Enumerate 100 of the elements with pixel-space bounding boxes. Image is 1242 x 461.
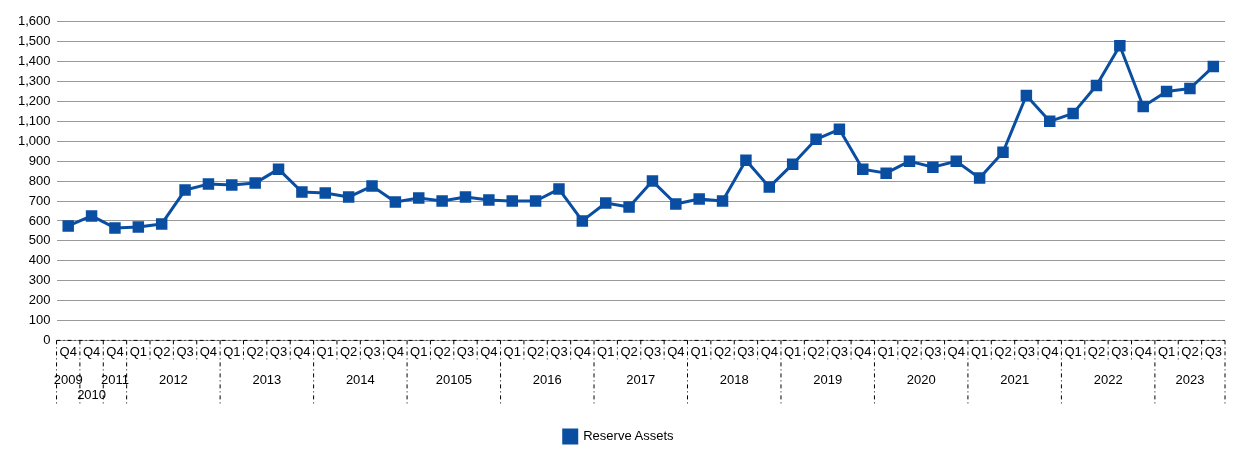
point bbox=[1090, 79, 1103, 92]
x-tick-label: Q1 bbox=[1064, 343, 1082, 359]
y-tick-label: 1,300 bbox=[17, 73, 51, 89]
x-tick-label: Q1 bbox=[129, 343, 147, 359]
x-tick-label: Q4 bbox=[667, 343, 685, 359]
point bbox=[319, 187, 332, 199]
x-tick-label: Q2 bbox=[153, 343, 171, 359]
y-tick-label: 1,400 bbox=[17, 53, 51, 69]
point bbox=[85, 210, 98, 222]
y-tick-label: 300 bbox=[28, 272, 51, 288]
y-tick-label: 100 bbox=[28, 312, 51, 328]
point bbox=[927, 161, 939, 173]
text: 2022 bbox=[1093, 371, 1123, 387]
text: 2023 bbox=[1175, 371, 1205, 387]
x-tick-label: Q3 bbox=[456, 343, 475, 359]
point bbox=[459, 191, 472, 203]
x-tick-label: Q4 bbox=[573, 343, 592, 359]
x-tick-label: Q4 bbox=[1041, 343, 1059, 359]
x-tick-label: Q1 bbox=[410, 343, 428, 359]
point bbox=[973, 172, 986, 184]
text: 20105 bbox=[435, 371, 472, 387]
text: 2019 bbox=[813, 371, 843, 387]
x-tick-label: Q2 bbox=[339, 343, 358, 359]
point bbox=[62, 220, 74, 232]
point bbox=[903, 155, 916, 167]
y-tick-label: 1,100 bbox=[17, 112, 51, 128]
point bbox=[1020, 89, 1033, 102]
text: 2009 bbox=[53, 371, 83, 387]
point bbox=[179, 184, 191, 196]
x-tick-label: Q1 bbox=[503, 343, 521, 359]
x-tick-label: Q1 bbox=[597, 343, 615, 359]
x-tick-label: Q2 bbox=[713, 343, 732, 359]
x-tick-label: Q3 bbox=[176, 343, 194, 359]
x-tick-label: Q3 bbox=[830, 343, 849, 359]
point bbox=[599, 197, 612, 209]
legend-label: Reserve Assets bbox=[583, 428, 675, 444]
point bbox=[693, 193, 705, 205]
y-tick-label: 200 bbox=[28, 292, 51, 308]
point bbox=[249, 177, 261, 189]
text: 2021 bbox=[1000, 371, 1030, 387]
x-tick-label: Q3 bbox=[643, 343, 662, 359]
x-tick-label: Q1 bbox=[783, 343, 802, 359]
x-tick-label: Q4 bbox=[199, 343, 218, 359]
point bbox=[810, 133, 822, 146]
x-tick-label: Q3 bbox=[1204, 343, 1222, 359]
point bbox=[670, 198, 682, 210]
x-tick-label: Q1 bbox=[223, 343, 241, 359]
x-tick-label: Q2 bbox=[526, 343, 545, 359]
x-tick-label: Q4 bbox=[386, 343, 405, 359]
x-tick-label: Q2 bbox=[433, 343, 451, 359]
point bbox=[389, 196, 402, 208]
y-tick-label: 600 bbox=[28, 212, 51, 228]
point bbox=[553, 183, 565, 195]
x-tick-label: Q1 bbox=[690, 343, 708, 359]
point bbox=[366, 180, 378, 192]
x-tick-label: Q2 bbox=[1181, 343, 1199, 359]
point bbox=[1160, 85, 1173, 98]
text: 2011 bbox=[100, 371, 129, 387]
point bbox=[1043, 115, 1056, 128]
x-tick-label: Q1 bbox=[316, 343, 334, 359]
point bbox=[1207, 60, 1220, 73]
text: 2020 bbox=[906, 371, 936, 387]
y-tick-label: 500 bbox=[28, 232, 51, 248]
text: 2018 bbox=[719, 371, 749, 387]
y-tick-label: 1,000 bbox=[17, 132, 51, 148]
x-tick-label: Q3 bbox=[924, 343, 942, 359]
x-tick-label: Q4 bbox=[1134, 343, 1152, 359]
text: 2013 bbox=[252, 371, 282, 387]
x-tick-label: Q3 bbox=[1017, 343, 1036, 359]
text: 2010 bbox=[77, 386, 107, 402]
x-tick-label: Q4 bbox=[854, 343, 872, 359]
x-tick-label: Q4 bbox=[106, 343, 124, 359]
point bbox=[646, 175, 659, 187]
x-tick-label: Q4 bbox=[82, 343, 101, 359]
x-tick-label: Q4 bbox=[293, 343, 311, 359]
point bbox=[1137, 100, 1149, 113]
point bbox=[529, 195, 542, 207]
x-tick-label: Q4 bbox=[947, 343, 965, 359]
x-tick-label: Q1 bbox=[970, 343, 989, 359]
y-tick-label: 400 bbox=[28, 252, 51, 268]
point bbox=[1184, 82, 1196, 95]
point bbox=[786, 158, 799, 170]
x-tick-label: Q4 bbox=[760, 343, 778, 359]
x-tick-label: Q3 bbox=[737, 343, 755, 359]
y-tick-label: 1,600 bbox=[17, 13, 51, 29]
x-tick-label: Q2 bbox=[807, 343, 825, 359]
point bbox=[483, 194, 495, 206]
x-tick-label: Q3 bbox=[1111, 343, 1129, 359]
point bbox=[623, 201, 635, 213]
point bbox=[342, 191, 355, 203]
y-tick-label: 800 bbox=[28, 172, 51, 188]
x-tick-label: Q2 bbox=[994, 343, 1012, 359]
x-tick-label: Q4 bbox=[59, 343, 77, 359]
y-tick-label: 700 bbox=[28, 192, 51, 208]
point bbox=[1114, 39, 1126, 52]
point bbox=[950, 155, 962, 167]
x-tick-label: Q2 bbox=[246, 343, 264, 359]
y-tick-label: 900 bbox=[28, 152, 51, 168]
point bbox=[155, 218, 168, 230]
x-tick-label: Q1 bbox=[877, 343, 895, 359]
